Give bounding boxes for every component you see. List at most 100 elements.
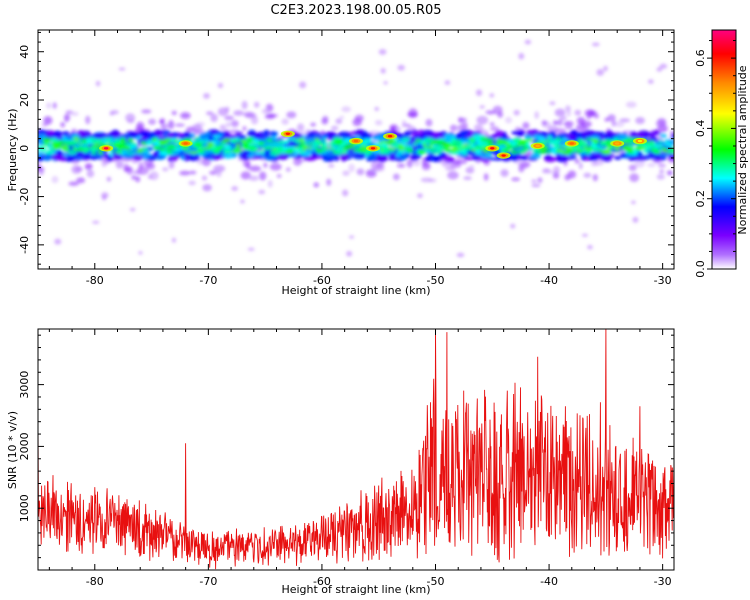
- spectrogram-cell: [513, 109, 520, 116]
- spectrogram-cell: [67, 150, 77, 155]
- spectrogram-cell: [276, 153, 289, 161]
- spectrogram-cell: [354, 114, 364, 122]
- spectrogram-cell: [432, 155, 443, 163]
- spectrogram-xtick-label: -40: [540, 274, 558, 287]
- spectrogram-cell: [567, 170, 577, 179]
- spectrogram-cell: [245, 162, 251, 170]
- spectrogram-cell: [537, 177, 543, 184]
- spectrogram-cell: [465, 166, 475, 174]
- spectrogram-cell: [101, 139, 108, 143]
- spectrogram-cell: [85, 115, 91, 125]
- spectrogram-cell: [613, 155, 622, 160]
- spectrogram-cell: [636, 157, 647, 161]
- spectrogram-cell: [574, 109, 582, 116]
- spectrogram-cell: [401, 137, 411, 142]
- spectrogram-cell: [198, 150, 206, 154]
- snr-xtick-label: -80: [86, 575, 104, 588]
- spectrogram-cell: [240, 171, 252, 180]
- spectrogram-cell: [457, 142, 462, 148]
- snr-frame: [37, 328, 675, 571]
- spectrogram-cell: [655, 120, 667, 128]
- spectrogram-cell: [264, 113, 276, 120]
- spectrogram-cell: [355, 147, 363, 151]
- spectrogram-cell: [76, 177, 86, 184]
- spectrogram-cell: [38, 151, 46, 156]
- spectrogram-cell: [442, 142, 452, 148]
- spectrogram-cell: [60, 122, 65, 128]
- spectrogram-hotspot: [387, 135, 393, 138]
- spectrogram-cell: [53, 131, 63, 135]
- spectrogram-cell: [281, 118, 289, 125]
- spectrogram-cell: [378, 49, 387, 55]
- spectrogram-cell: [86, 138, 92, 144]
- spectrogram-cell: [281, 140, 290, 144]
- spectrogram-cell: [647, 79, 654, 84]
- spectrogram-cell: [241, 145, 250, 150]
- spectrogram-cell: [406, 159, 413, 168]
- spectrogram-cell: [550, 147, 557, 153]
- spectrogram-cell: [510, 223, 516, 229]
- spectrogram-cell: [392, 173, 400, 181]
- spectrogram-cell: [252, 147, 258, 152]
- spectrogram-cell: [518, 162, 529, 169]
- spectrogram-cell: [619, 118, 631, 123]
- spectrogram-cell: [550, 138, 559, 142]
- spectrogram-cell: [341, 106, 351, 113]
- spectrogram-cell: [664, 138, 674, 142]
- spectrogram-cell: [258, 171, 267, 181]
- spectrogram-cell: [110, 110, 119, 115]
- spectrogram-cell: [509, 150, 519, 155]
- spectrogram-cell: [368, 130, 381, 135]
- spectrogram-cell: [101, 160, 107, 167]
- spectrogram-cell: [542, 168, 551, 172]
- spectrogram-cell: [488, 157, 495, 161]
- spectrogram-hotspot: [490, 147, 495, 150]
- spectrogram-cell: [110, 132, 122, 136]
- spectrogram-cell: [261, 143, 268, 148]
- snr-xtick-label: -70: [199, 575, 217, 588]
- spectrogram-cell: [144, 130, 150, 135]
- spectrogram-cell: [625, 101, 637, 108]
- spectrogram-cell: [511, 177, 520, 181]
- spectrogram-cell: [94, 138, 103, 144]
- spectrogram-cell: [154, 150, 161, 156]
- spectrogram-cell: [648, 140, 654, 146]
- snr-ytick-label: 1000: [18, 494, 31, 522]
- spectrogram-cell: [507, 139, 513, 144]
- spectrogram-cell: [463, 176, 472, 180]
- spectrogram-cell: [173, 139, 178, 143]
- spectrogram-cell: [179, 170, 191, 176]
- spectrogram-cell: [594, 113, 600, 119]
- spectrogram-cell: [403, 147, 413, 151]
- spectrogram-cell: [171, 110, 177, 116]
- spectrogram-cell: [480, 141, 489, 146]
- spectrogram-cell: [524, 39, 532, 45]
- spectrogram-cell: [92, 220, 100, 224]
- spectrogram-cell: [411, 129, 419, 136]
- snr-xtick-label: -50: [427, 575, 445, 588]
- spectrogram-cell: [272, 142, 282, 146]
- spectrogram-cell: [505, 116, 513, 124]
- spectrogram-cell: [174, 123, 185, 127]
- spectrogram-cell: [211, 139, 221, 145]
- spectrogram-hotspot: [637, 139, 643, 143]
- spectrogram-hotspot: [535, 144, 540, 148]
- spectrogram-cell: [513, 160, 524, 165]
- spectrogram-cell: [444, 155, 455, 163]
- spectrogram-cell: [47, 130, 55, 135]
- spectrogram-cell: [258, 150, 265, 154]
- spectrogram-cell: [389, 124, 399, 132]
- spectrogram-cell: [125, 113, 136, 123]
- spectrogram-cell: [120, 145, 131, 150]
- spectrogram-cell: [201, 134, 207, 141]
- spectrogram-cell: [203, 92, 210, 99]
- spectrogram-cell: [46, 102, 52, 109]
- spectrogram-cell: [212, 135, 222, 139]
- spectrogram-cell: [328, 164, 335, 168]
- spectrogram-cell: [587, 110, 596, 116]
- spectrogram-cell: [269, 150, 281, 156]
- spectrogram-cell: [192, 138, 201, 142]
- spectrogram-cell: [344, 144, 354, 147]
- spectrogram-cell: [417, 149, 425, 155]
- spectrogram-cell: [631, 200, 636, 205]
